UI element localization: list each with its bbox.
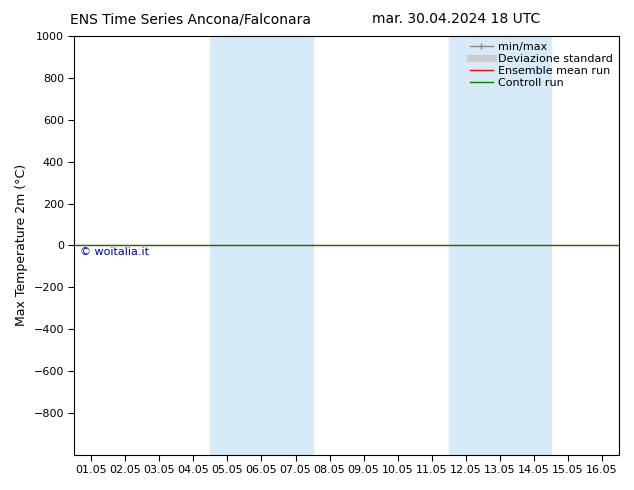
Y-axis label: Max Temperature 2m (°C): Max Temperature 2m (°C) xyxy=(15,164,28,326)
Text: © woitalia.it: © woitalia.it xyxy=(80,247,149,257)
Text: ENS Time Series Ancona/Falconara: ENS Time Series Ancona/Falconara xyxy=(70,12,311,26)
Bar xyxy=(448,36,550,455)
Legend: min/max, Deviazione standard, Ensemble mean run, Controll run: min/max, Deviazione standard, Ensemble m… xyxy=(468,40,615,91)
Bar xyxy=(210,36,313,455)
Text: mar. 30.04.2024 18 UTC: mar. 30.04.2024 18 UTC xyxy=(372,12,541,26)
